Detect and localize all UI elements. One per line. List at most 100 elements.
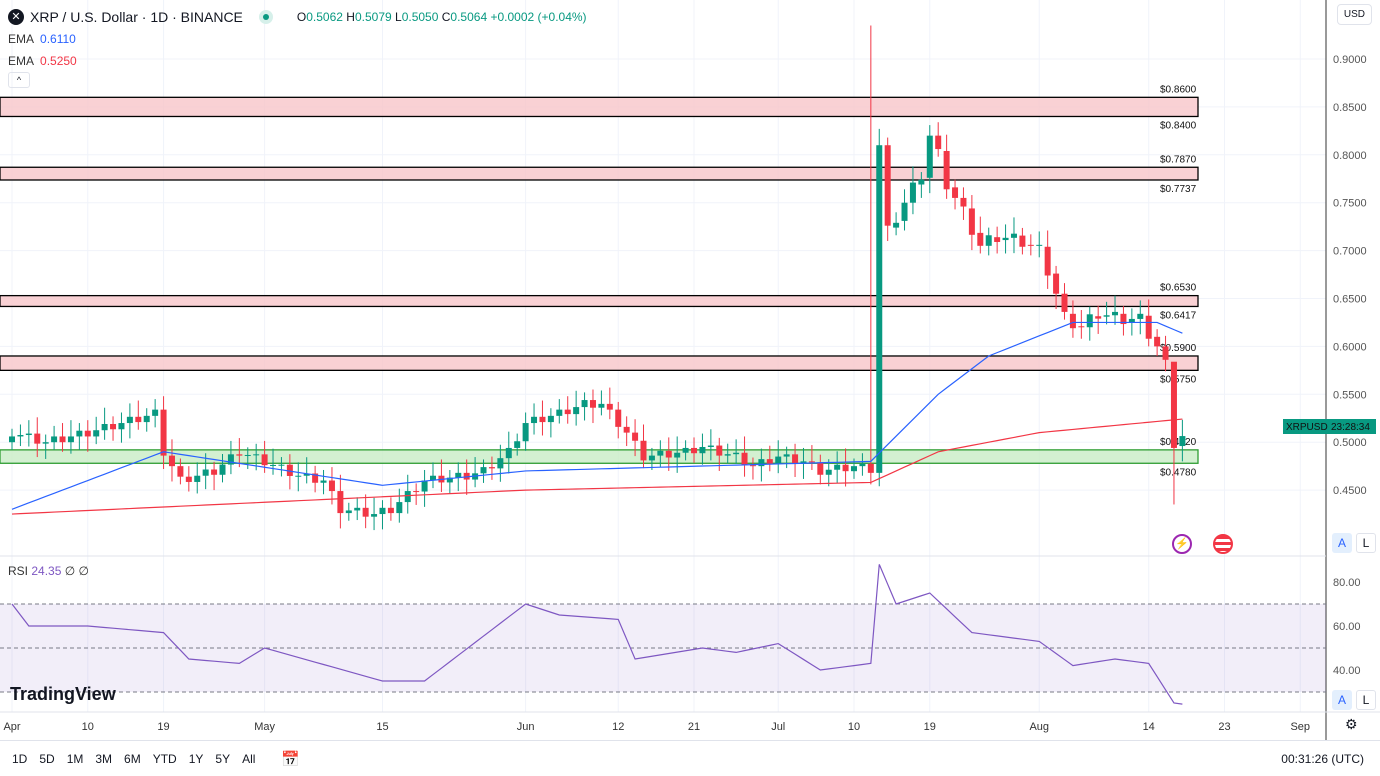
candle-body [177,466,184,477]
ema-slow-legend[interactable]: EMA 0.5250 [8,54,77,68]
candle-body [337,491,344,514]
candle-body [480,467,487,474]
candle-body [893,222,900,228]
candle-body [497,458,504,469]
price-axis-label: 0.6500 [1333,294,1367,306]
candle-body [733,452,740,455]
candle-body [194,475,201,482]
candle-body [556,409,563,416]
collapse-legend-button[interactable]: ^ [8,72,30,88]
candle-body [851,466,857,472]
candle-body [682,447,689,453]
utc-clock[interactable]: 00:31:26 (UTC) [1281,751,1364,766]
candle-body [766,459,773,464]
time-axis-label: Apr [3,721,20,733]
rsi-line [11,564,1183,705]
range-all[interactable]: All [242,751,256,766]
candle-body [25,433,32,436]
candle-body [1053,273,1060,294]
auto-scale-button[interactable]: A [1332,533,1352,553]
candle-body [371,514,378,517]
time-axis-label: 15 [376,721,388,733]
symbol-title[interactable]: XRP / U.S. Dollar · 1D · BINANCE [30,9,243,25]
range-1y[interactable]: 1Y [188,751,204,766]
rsi-axis-label: 60.00 [1333,621,1361,633]
candle-body [152,409,159,416]
time-axis-label: 19 [157,721,169,733]
candle-body [84,430,91,437]
candle-body [118,423,125,430]
price-axis-label: 0.7000 [1333,246,1367,258]
candle-body [253,454,260,456]
candle-body [286,464,293,476]
countdown-tag-text: 23:28:34 [1331,422,1370,433]
candle-body [968,208,975,235]
candle-body [1086,314,1093,328]
candle-body [876,145,883,473]
candle-body [665,450,672,458]
range-5d[interactable]: 5D [39,751,55,766]
candle-body [952,187,959,198]
zone-high-label: $0.5900 [1160,343,1197,354]
price-axis-label: 0.7500 [1333,198,1367,210]
us-flag-event-icon[interactable] [1213,534,1233,554]
rsi-auto-scale-button[interactable]: A [1332,690,1352,710]
candle-body [168,455,175,467]
candle-body [505,447,512,459]
log-scale-button[interactable]: L [1356,533,1376,553]
zone-low-label: $0.6417 [1160,310,1197,321]
time-axis-label: 23 [1218,721,1230,733]
candle-body [514,441,521,448]
rsi-legend[interactable]: RSI 24.35 ∅ ∅ [8,564,89,578]
price-chart[interactable]: 0.9000 0.8500 0.8000 0.7500 0.7000 0.6500 0.60… [0,0,1380,740]
candle-body [42,442,49,444]
candle-body [792,454,799,464]
range-1m[interactable]: 1M [66,751,84,766]
time-axis-label: 14 [1143,721,1155,733]
candle-body [901,202,908,221]
candle-body [564,409,571,415]
candle-body [598,403,605,408]
ema-fast-legend[interactable]: EMA 0.6110 [8,32,76,46]
candle-body [135,416,142,423]
candle-body [1179,436,1186,447]
candle-body [699,446,706,454]
candle-body [126,416,133,424]
lightning-event-icon[interactable]: ⚡ [1172,534,1192,554]
candle-body [522,423,529,442]
candle-body [926,135,933,178]
date-range-calendar-icon[interactable]: 📅 [281,750,301,768]
candle-body [202,469,209,476]
candle-body [884,145,891,226]
candle-body [328,480,335,492]
candle-body [842,464,849,472]
candle-body [1078,326,1085,328]
tradingview-logo[interactable]: TradingView [10,684,116,704]
range-ytd[interactable]: YTD [152,751,177,766]
range-6m[interactable]: 6M [124,751,141,766]
candle-body [430,475,436,481]
time-axis-label: Aug [1029,721,1049,733]
range-3m[interactable]: 3M [95,751,113,766]
candle-body [1137,313,1144,319]
range-1d[interactable]: 1D [12,751,28,766]
range-5y[interactable]: 5Y [215,751,231,766]
candle-body [994,237,1001,242]
candle-body [362,507,369,517]
candle-body [943,150,950,190]
price-axis-label: 0.4500 [1333,485,1367,497]
candle-body [758,459,765,467]
candle-body [977,232,984,246]
currency-select[interactable]: USD [1336,4,1372,25]
candle-body [615,409,622,427]
price-axis-label: 0.5500 [1333,389,1367,401]
candle-body [1128,318,1135,323]
settings-gear-icon[interactable]: ⚙ [1345,716,1358,732]
candle-body [278,464,285,466]
candle-body [1112,311,1119,316]
candle-body [1162,346,1169,360]
rsi-log-scale-button[interactable]: L [1356,690,1376,710]
candle-body [59,436,66,443]
zone-resistance [0,294,1199,308]
candle-body [101,423,108,431]
